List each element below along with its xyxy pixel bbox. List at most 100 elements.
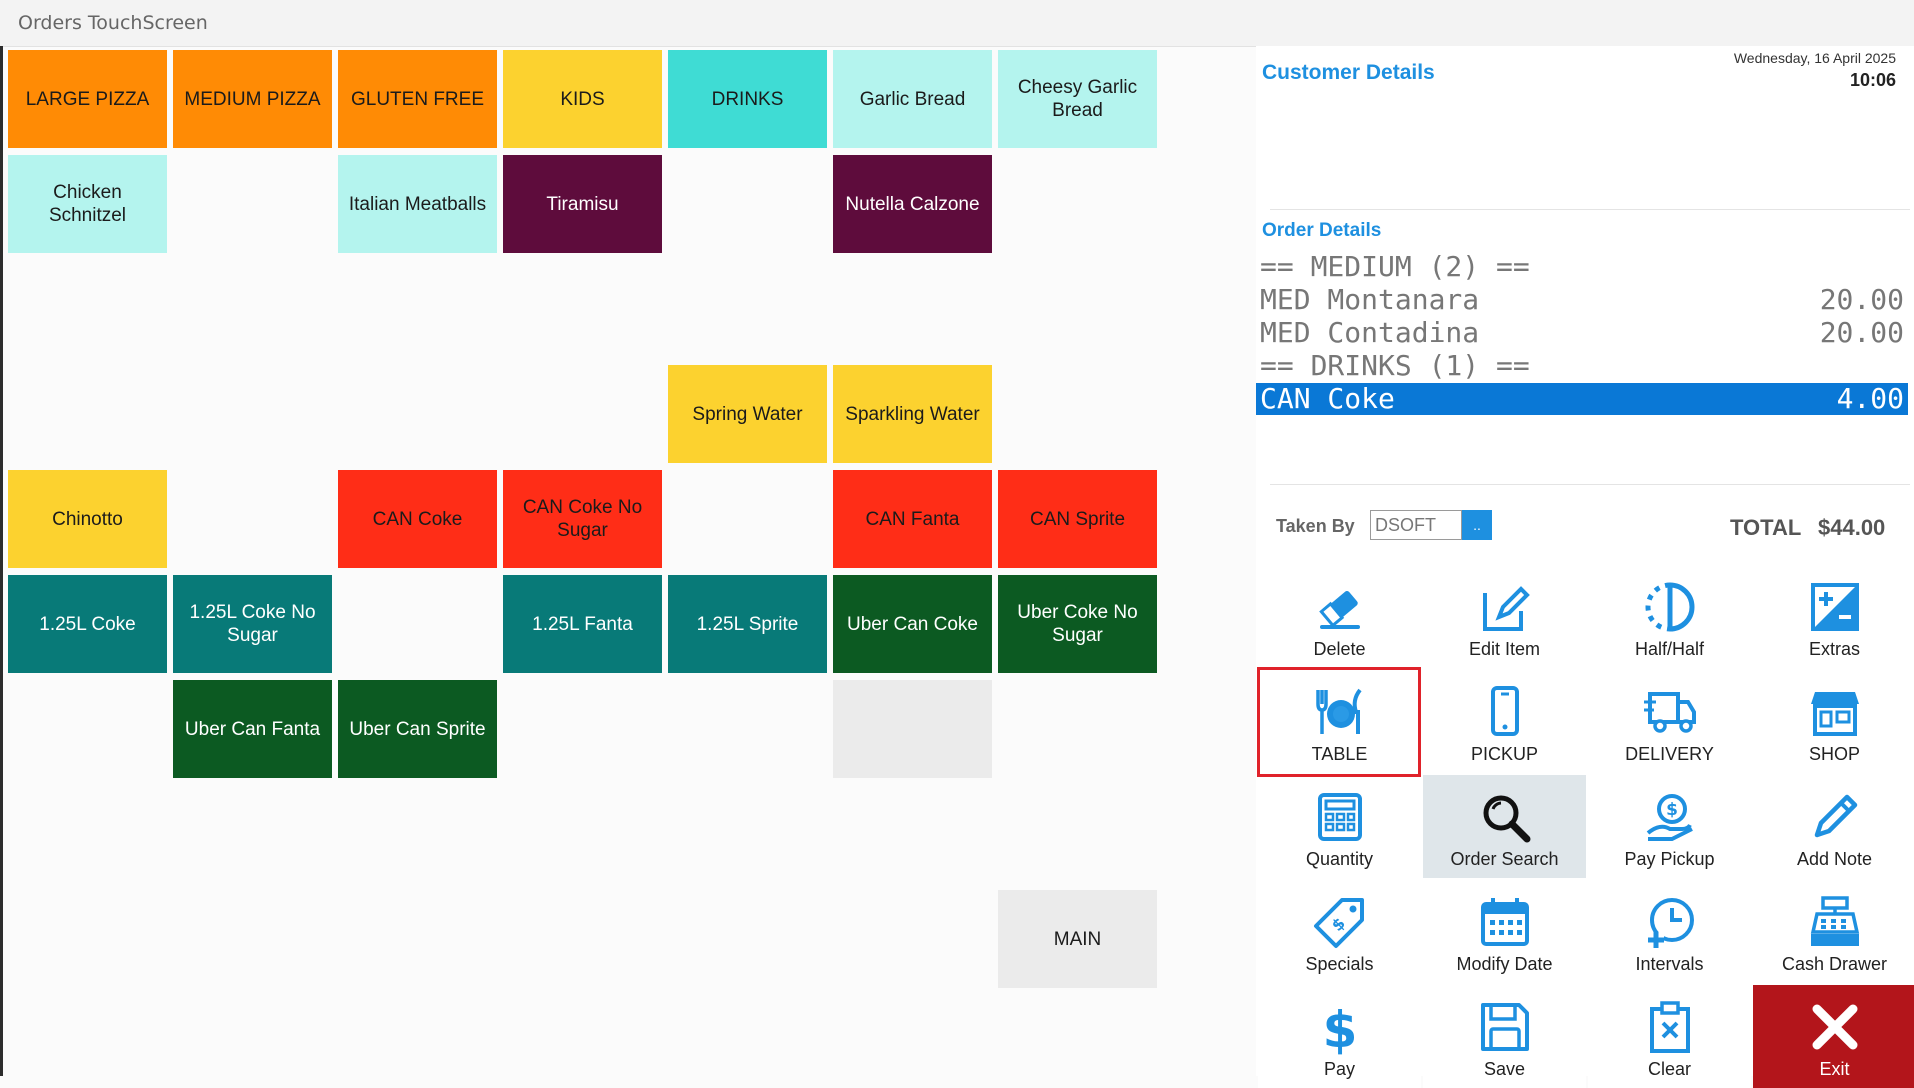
window-title: Orders TouchScreen bbox=[18, 12, 208, 34]
extras-label: Extras bbox=[1808, 639, 1860, 659]
modify-date-button[interactable]: Modify Date bbox=[1423, 880, 1586, 983]
order-line-price: 20.00 bbox=[1819, 283, 1904, 316]
tile-can-coke-no-sugar[interactable]: CAN Coke No Sugar bbox=[503, 470, 662, 568]
tile-kids[interactable]: KIDS bbox=[503, 50, 662, 148]
tile-medium-pizza[interactable]: MEDIUM PIZZA bbox=[173, 50, 332, 148]
pickup-button[interactable]: PICKUP bbox=[1423, 670, 1586, 773]
delivery-button[interactable]: DELIVERY bbox=[1588, 670, 1751, 773]
window-titlebar: Orders TouchScreen bbox=[0, 0, 1914, 47]
tile-gluten-free[interactable]: GLUTEN FREE bbox=[338, 50, 497, 148]
half-circle-icon bbox=[1645, 582, 1694, 632]
tile-uber-can-fanta[interactable]: Uber Can Fanta bbox=[173, 680, 332, 778]
tile-sparkling-water[interactable]: Sparkling Water bbox=[833, 365, 992, 463]
calculator-icon bbox=[1317, 793, 1362, 841]
specials-label: Specials bbox=[1305, 954, 1374, 974]
current-time: 10:06 bbox=[1849, 70, 1896, 90]
order-line-name: MED Contadina bbox=[1260, 316, 1480, 349]
floppy-icon bbox=[1480, 1003, 1529, 1051]
plus-minus-icon bbox=[1810, 583, 1859, 631]
half-half-button[interactable]: Half/Half bbox=[1588, 565, 1751, 668]
tile-spring-water[interactable]: Spring Water bbox=[668, 365, 827, 463]
tile-garlic-bread[interactable]: Garlic Bread bbox=[833, 50, 992, 148]
x-icon bbox=[1812, 1004, 1857, 1050]
svg-text:$: $ bbox=[1327, 914, 1348, 935]
pay-button[interactable]: $ Pay bbox=[1258, 985, 1421, 1088]
pickup-label: PICKUP bbox=[1470, 744, 1539, 764]
window-left-border bbox=[0, 46, 3, 1076]
quantity-label: Quantity bbox=[1305, 849, 1374, 869]
order-line[interactable]: == MEDIUM (2) == bbox=[1256, 251, 1908, 283]
tile-uber-can-sprite[interactable]: Uber Can Sprite bbox=[338, 680, 497, 778]
storefront-icon bbox=[1810, 692, 1859, 736]
intervals-button[interactable]: Intervals bbox=[1588, 880, 1751, 983]
tile-chicken-schnitzel[interactable]: Chicken Schnitzel bbox=[8, 155, 167, 253]
order-details-title: Order Details bbox=[1262, 220, 1382, 241]
shop-button[interactable]: SHOP bbox=[1753, 670, 1914, 773]
pencil-icon bbox=[1814, 794, 1857, 838]
order-line-selected[interactable]: CAN Coke 4.00 bbox=[1256, 383, 1908, 415]
magnifier-icon bbox=[1483, 795, 1530, 843]
taken-by-field[interactable] bbox=[1370, 510, 1462, 540]
add-note-button[interactable]: Add Note bbox=[1753, 775, 1914, 878]
tile-can-fanta[interactable]: CAN Fanta bbox=[833, 470, 992, 568]
taken-by-label: Taken By bbox=[1276, 516, 1355, 536]
quantity-button[interactable]: Quantity bbox=[1258, 775, 1421, 878]
add-note-label: Add Note bbox=[1796, 849, 1873, 869]
cash-drawer-label: Cash Drawer bbox=[1781, 954, 1888, 974]
extras-button[interactable]: Extras bbox=[1753, 565, 1914, 668]
tile-fanta-bottle[interactable]: 1.25L Fanta bbox=[503, 575, 662, 673]
order-line[interactable]: == DRINKS (1) == bbox=[1256, 350, 1908, 382]
tile-tiramisu[interactable]: Tiramisu bbox=[503, 155, 662, 253]
edit-item-label: Edit Item bbox=[1468, 639, 1541, 659]
tile-can-coke[interactable]: CAN Coke bbox=[338, 470, 497, 568]
clear-label: Clear bbox=[1647, 1059, 1691, 1079]
order-line-price: 4.00 bbox=[1836, 382, 1904, 415]
divider bbox=[1270, 484, 1910, 485]
tile-chinotto[interactable]: Chinotto bbox=[8, 470, 167, 568]
tile-italian-meatballs[interactable]: Italian Meatballs bbox=[338, 155, 497, 253]
edit-item-button[interactable]: Edit Item bbox=[1423, 565, 1586, 668]
cutlery-plate-icon bbox=[1315, 688, 1362, 734]
modify-date-label: Modify Date bbox=[1456, 954, 1553, 974]
taken-by-lookup-button[interactable]: .. bbox=[1462, 510, 1492, 540]
tile-empty[interactable] bbox=[833, 680, 992, 778]
dollar-icon: $ bbox=[1322, 1001, 1357, 1055]
svg-text:$: $ bbox=[1666, 800, 1678, 820]
order-line[interactable]: MED Montanara 20.00 bbox=[1256, 284, 1908, 316]
pay-pickup-button[interactable]: $ Pay Pickup bbox=[1588, 775, 1751, 878]
exit-button[interactable]: Exit bbox=[1753, 985, 1914, 1088]
delivery-label: DELIVERY bbox=[1625, 744, 1714, 764]
order-line-name: MED Montanara bbox=[1260, 283, 1480, 316]
eraser-icon bbox=[1318, 590, 1360, 629]
tile-uber-coke-no-sugar[interactable]: Uber Coke No Sugar bbox=[998, 575, 1157, 673]
order-line-name: == MEDIUM (2) == bbox=[1260, 250, 1530, 283]
calendar-icon bbox=[1480, 898, 1529, 946]
table-button[interactable]: TABLE bbox=[1258, 670, 1421, 773]
save-button[interactable]: Save bbox=[1423, 985, 1586, 1088]
tile-uber-can-coke[interactable]: Uber Can Coke bbox=[833, 575, 992, 673]
tile-cheesy-garlic-bread[interactable]: Cheesy Garlic Bread bbox=[998, 50, 1157, 148]
tag-icon: $ bbox=[1313, 898, 1364, 948]
tile-large-pizza[interactable]: LARGE PIZZA bbox=[8, 50, 167, 148]
tile-main[interactable]: MAIN bbox=[998, 890, 1157, 988]
specials-button[interactable]: $ Specials bbox=[1258, 880, 1421, 983]
clear-button[interactable]: Clear bbox=[1588, 985, 1751, 1088]
cash-register-icon bbox=[1810, 896, 1859, 946]
tile-coke-no-sugar-bottle[interactable]: 1.25L Coke No Sugar bbox=[173, 575, 332, 673]
delete-button[interactable]: Delete bbox=[1258, 565, 1421, 668]
money-hand-icon: $ bbox=[1646, 794, 1693, 841]
truck-icon bbox=[1643, 692, 1696, 733]
tile-drinks[interactable]: DRINKS bbox=[668, 50, 827, 148]
clock-plus-icon bbox=[1647, 898, 1694, 948]
order-line[interactable]: MED Contadina 20.00 bbox=[1256, 317, 1908, 349]
tile-nutella-calzone[interactable]: Nutella Calzone bbox=[833, 155, 992, 253]
cash-drawer-button[interactable]: Cash Drawer bbox=[1753, 880, 1914, 983]
phone-icon bbox=[1490, 686, 1519, 736]
customer-details-title: Customer Details bbox=[1262, 61, 1435, 84]
exit-label: Exit bbox=[1819, 1059, 1850, 1079]
tile-can-sprite[interactable]: CAN Sprite bbox=[998, 470, 1157, 568]
order-search-button[interactable]: Order Search bbox=[1423, 775, 1586, 878]
table-label: TABLE bbox=[1311, 744, 1368, 764]
tile-sprite-bottle[interactable]: 1.25L Sprite bbox=[668, 575, 827, 673]
tile-coke-bottle[interactable]: 1.25L Coke bbox=[8, 575, 167, 673]
